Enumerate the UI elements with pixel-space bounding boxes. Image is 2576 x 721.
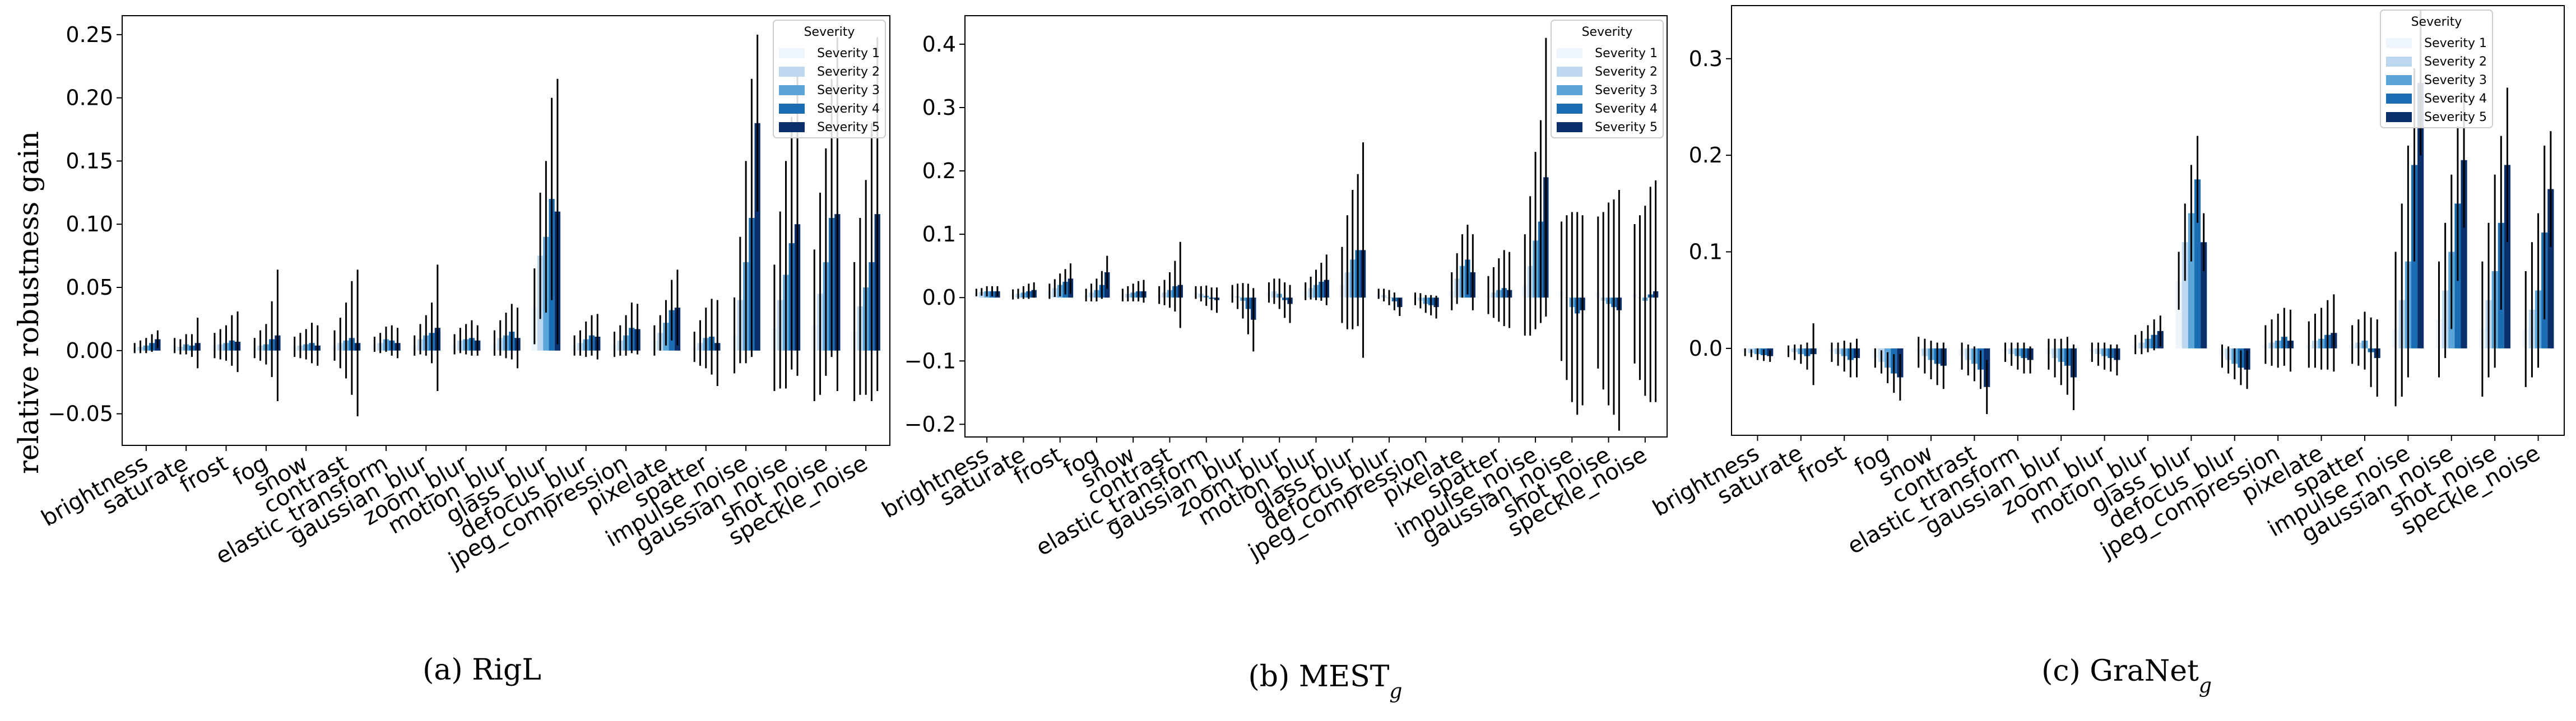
- legend-swatch-4: [1557, 104, 1582, 114]
- y-tick-label: 0.1: [1689, 240, 1723, 264]
- y-tick-label: 0.1: [922, 222, 956, 246]
- y-tick-label: −0.1: [904, 348, 956, 373]
- legend-swatch-4: [2386, 94, 2412, 104]
- legend-title: Severity: [2411, 15, 2462, 29]
- bar-glass_blur-severity-3: [2188, 213, 2194, 348]
- caption-name: RigL: [472, 653, 541, 687]
- legend-swatch-2: [2386, 57, 2412, 67]
- bar-glass_blur-severity-5: [2201, 242, 2207, 348]
- legend-label-1: Severity 1: [1595, 46, 1658, 61]
- legend-label-4: Severity 4: [817, 102, 880, 116]
- y-tick-label: 0.0: [922, 285, 956, 310]
- bar-glass_blur-severity-2: [2182, 242, 2188, 348]
- legend-label-1: Severity 1: [2424, 36, 2487, 50]
- legend-label-2: Severity 2: [1595, 65, 1658, 79]
- legend-label-3: Severity 3: [817, 83, 880, 97]
- legend-label-3: Severity 3: [1595, 83, 1658, 97]
- y-tick-label: 0.00: [66, 338, 113, 363]
- y-tick-label: 0.10: [66, 212, 113, 236]
- legend-swatch-2: [1557, 67, 1582, 77]
- y-tick-label: 0.3: [1689, 46, 1723, 71]
- caption-label: (b): [1248, 660, 1299, 694]
- legend-label-1: Severity 1: [817, 46, 880, 61]
- legend-swatch-2: [779, 67, 805, 77]
- y-tick-label: 0.05: [66, 275, 113, 300]
- y-tick-label: 0.0: [1689, 336, 1723, 361]
- bar-glass_blur-severity-1: [2175, 281, 2182, 348]
- legend-swatch-5: [779, 122, 805, 132]
- chart-panel-2: −0.2−0.10.00.10.20.30.4brightnesssaturat…: [878, 15, 1668, 703]
- legend-label-2: Severity 2: [817, 65, 880, 79]
- bar-glass_blur-severity-4: [2194, 179, 2201, 348]
- legend-swatch-1: [2386, 38, 2412, 48]
- y-tick-label: −0.05: [48, 402, 113, 426]
- chart-panels: −0.050.000.050.100.150.200.25brightnesss…: [37, 5, 2565, 703]
- bar-impulse_noise-severity-5: [2417, 82, 2424, 348]
- caption-subscript: g: [2199, 675, 2212, 697]
- legend-swatch-1: [779, 48, 805, 58]
- legend: Severity Severity 1 Severity 2 Severity 3 Se…: [773, 20, 886, 138]
- legend-swatch-1: [1557, 48, 1582, 58]
- legend-label-4: Severity 4: [2424, 92, 2487, 106]
- panel-caption: (b) MESTg: [1248, 660, 1403, 703]
- legend-label-5: Severity 5: [817, 120, 880, 134]
- legend: Severity Severity 1 Severity 2 Severity 3 Se…: [2380, 10, 2493, 128]
- y-tick-label: 0.15: [66, 148, 113, 173]
- bar-impulse_noise-severity-5: [754, 123, 760, 351]
- y-tick-label: 0.2: [922, 159, 956, 183]
- caption-label: (a): [423, 653, 472, 687]
- legend-label-5: Severity 5: [1595, 120, 1658, 134]
- legend-label-3: Severity 3: [2424, 73, 2487, 87]
- bar-gaussian_noise-severity-5: [2461, 160, 2467, 348]
- x-tick-label: frost: [1794, 440, 1851, 488]
- legend-label-4: Severity 4: [1595, 102, 1658, 116]
- caption-name: MEST: [1299, 660, 1390, 694]
- legend-swatch-3: [1557, 85, 1582, 95]
- bar-shot_noise-severity-5: [2504, 165, 2511, 348]
- legend-title: Severity: [804, 25, 855, 39]
- legend-swatch-3: [2386, 75, 2412, 85]
- legend-title: Severity: [1582, 25, 1633, 39]
- y-tick-label: 0.4: [922, 32, 956, 57]
- y-tick-label: −0.2: [904, 412, 956, 436]
- caption-subscript: g: [1389, 680, 1402, 703]
- legend-label-2: Severity 2: [2424, 55, 2487, 69]
- panel-caption: (c) GraNetg: [2041, 654, 2212, 697]
- legend-swatch-4: [779, 104, 805, 114]
- legend-swatch-5: [1557, 122, 1582, 132]
- y-axis-label: relative robustness gain: [12, 131, 45, 474]
- legend-swatch-5: [2386, 112, 2412, 122]
- caption-name: GraNet: [2090, 654, 2199, 688]
- y-tick-label: 0.2: [1689, 143, 1723, 168]
- x-tick-label: frost: [175, 450, 233, 498]
- legend-swatch-3: [779, 85, 805, 95]
- panel-caption: (a) RigL: [423, 653, 541, 687]
- legend-label-5: Severity 5: [2424, 110, 2487, 124]
- y-tick-label: 0.3: [922, 95, 956, 120]
- legend: Severity Severity 1 Severity 2 Severity 3 Se…: [1551, 20, 1664, 138]
- bar-speckle_noise-severity-5: [2547, 189, 2554, 348]
- caption-label: (c): [2041, 654, 2090, 688]
- y-tick-label: 0.25: [66, 22, 113, 47]
- y-tick-label: 0.20: [66, 86, 113, 110]
- chart-panel-1: −0.050.000.050.100.150.200.25brightnesss…: [37, 15, 890, 687]
